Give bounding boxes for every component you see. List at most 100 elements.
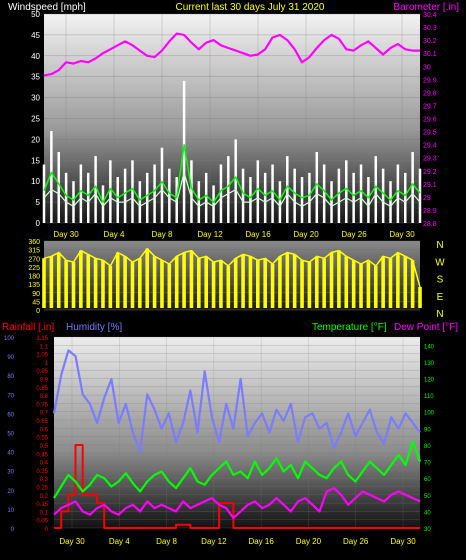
barometer-line [43, 32, 420, 77]
rain-tick-label: 0.15 [36, 502, 48, 508]
rain-tick-label: 0 [45, 527, 49, 533]
humidity-tick-label: 100 [4, 336, 15, 342]
direction-line [43, 247, 421, 288]
wind-panel-axes: 0 5 10 15 20 25 30 35 40 45 50 28.8 28.9 29 29.1 29.2 29… [31, 10, 437, 239]
rain-tick-label: 0.2 [40, 494, 49, 500]
rain-humidity-panel-axes: 0 0.05 0.1 0.15 0.2 0.25 0.3 0.35 0.4 0.45 0.5 0.55… [4, 336, 435, 546]
rain-x-tick-label: Day 30 [390, 537, 416, 546]
humidity-tick-label: 20 [7, 489, 14, 495]
barometer-tick-label: 29.6 [423, 117, 437, 124]
direction-tick-label: 270 [28, 256, 40, 263]
barometer-tick-label: 30 [423, 64, 431, 71]
wind-tick-label: 25 [31, 115, 40, 124]
wind-tick-label: 50 [31, 10, 40, 19]
wind-x-tick-label: Day 8 [152, 230, 173, 239]
rain-x-tick-label: Day 20 [296, 537, 322, 546]
humidity-tick-label: 70 [7, 393, 14, 399]
rain-tick-label: 0.05 [36, 519, 48, 525]
wind-tick-label: 35 [31, 73, 40, 82]
temperature-tick-label: 40 [424, 510, 431, 516]
rain-line [54, 444, 420, 529]
rain-tick-label: 0.55 [36, 436, 48, 442]
wind-x-tick-label: Day 20 [293, 230, 319, 239]
rain-tick-label: 0.1 [40, 510, 49, 516]
rain-tick-label: 0.35 [36, 469, 48, 475]
dewpoint-line [53, 487, 421, 520]
barometer-tick-label: 29.3 [423, 156, 437, 163]
humidity-tick-label: 10 [7, 508, 14, 514]
rain-tick-label: 1 [45, 361, 49, 367]
temperature-tick-label: 60 [424, 477, 431, 483]
avg-wind-line [43, 172, 421, 207]
wind-x-tick-label: Day 4 [104, 230, 125, 239]
wind-tick-label: 20 [31, 135, 40, 144]
rain-humidity-panel-grid [54, 336, 420, 529]
barometer-tick-label: 30.2 [423, 38, 437, 45]
wind-tick-label: 40 [31, 52, 40, 61]
rain-x-tick-label: Day 26 [343, 537, 369, 546]
barometer-tick-label: 29.7 [423, 103, 437, 110]
temperature-tick-label: 90 [424, 427, 431, 433]
rain-x-tick-label: Day 30 [59, 537, 85, 546]
direction-tick-label: 225 [28, 265, 40, 272]
temperature-tick-label: 30 [424, 527, 431, 533]
chart-title: Current last 30 days July 31 2020 [176, 2, 325, 13]
humidity-tick-label: 90 [7, 355, 14, 361]
barometer-tick-label: 29.8 [423, 90, 437, 97]
humidity-tick-label: 50 [7, 432, 14, 438]
wind-tick-label: 0 [36, 219, 41, 228]
rain-tick-label: 0.95 [36, 369, 48, 375]
wind-x-tick-label: Day 16 [245, 230, 271, 239]
compass-label: N [436, 309, 443, 320]
barometer-tick-label: 28.9 [423, 208, 437, 215]
temperature-tick-label: 140 [424, 344, 435, 350]
wind-x-tick-label: Day 26 [341, 230, 367, 239]
temperature-axis-title: Temperature [°F] [312, 322, 387, 333]
temperature-tick-label: 50 [424, 494, 431, 500]
wind-panel-series [42, 32, 422, 223]
direction-tick-label: 0 [36, 308, 40, 315]
barometer-tick-label: 29.9 [423, 77, 437, 84]
windspeed-axis-title: Windspeed [mph] [8, 2, 86, 13]
wind-x-tick-label: Day 30 [389, 230, 415, 239]
rain-tick-label: 1.05 [36, 353, 48, 359]
humidity-tick-label: 80 [7, 374, 14, 380]
temperature-tick-label: 100 [424, 411, 435, 417]
humidity-tick-label: 0 [11, 527, 15, 533]
rain-humidity-panel-series [52, 349, 422, 529]
rainfall-axis-title: Rainfall [.in] [2, 322, 54, 333]
direction-tick-label: 135 [28, 282, 40, 289]
barometer-tick-label: 30.1 [423, 51, 437, 58]
wind-tick-label: 15 [31, 156, 40, 165]
rain-tick-label: 0.8 [40, 394, 49, 400]
rain-tick-label: 0.65 [36, 419, 48, 425]
rain-tick-label: 0.7 [40, 411, 49, 417]
humidity-line [52, 349, 421, 453]
humidity-tick-label: 30 [7, 470, 14, 476]
temperature-line [53, 440, 422, 499]
wind-tick-label: 10 [31, 177, 40, 186]
barometer-tick-label: 30.3 [423, 25, 437, 32]
direction-tick-label: 45 [32, 299, 40, 306]
rain-x-tick-label: Day 8 [156, 537, 177, 546]
barometer-tick-label: 29.4 [423, 143, 437, 150]
barometer-tick-label: 28.8 [423, 221, 437, 228]
rain-tick-label: 0.75 [36, 402, 48, 408]
gust-line [43, 144, 421, 204]
compass-label: S [437, 275, 444, 286]
compass-label: N [436, 240, 443, 251]
direction-tick-label: 315 [28, 248, 40, 255]
barometer-axis-title: Barometer [.in] [393, 2, 459, 13]
rain-tick-label: 0.3 [40, 477, 49, 483]
rain-tick-label: 0.25 [36, 485, 48, 491]
wind-panel-grid [44, 13, 420, 224]
rain-x-tick-label: Day 12 [201, 537, 227, 546]
temperature-tick-label: 70 [424, 461, 431, 467]
barometer-tick-label: 29 [423, 195, 431, 202]
temperature-tick-label: 110 [424, 394, 434, 400]
temperature-tick-label: 120 [424, 378, 435, 384]
humidity-tick-label: 60 [7, 412, 14, 418]
rain-tick-label: 1.1 [40, 344, 49, 350]
